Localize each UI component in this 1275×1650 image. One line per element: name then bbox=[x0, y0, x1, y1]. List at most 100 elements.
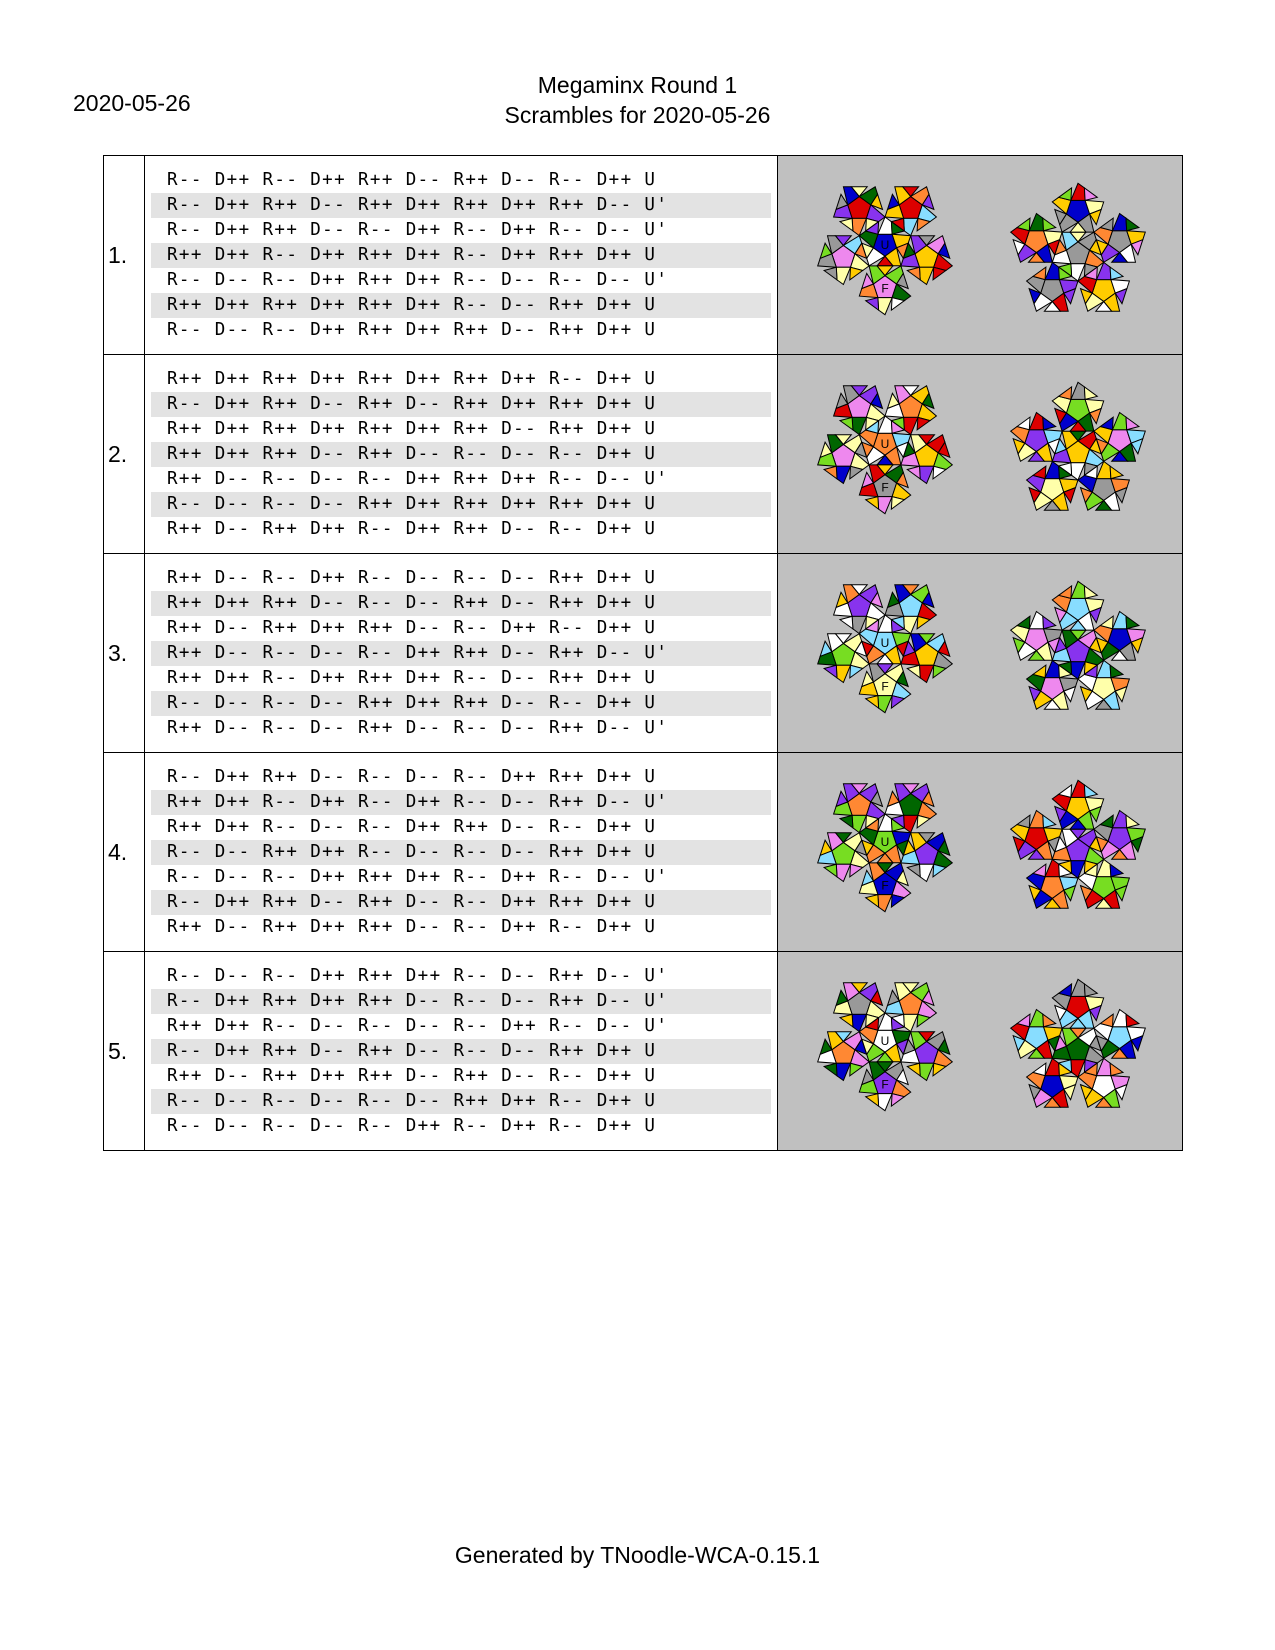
edge-sticker bbox=[1069, 1017, 1087, 1029]
scramble-line: R-- D++ R++ D-- R-- D++ R-- D++ R-- D-- … bbox=[167, 219, 669, 240]
scramble-line: R-- D++ R-- D++ R++ D-- R++ D-- R-- D++ … bbox=[167, 169, 657, 190]
edge-sticker bbox=[937, 1038, 951, 1056]
edge-sticker bbox=[1099, 416, 1114, 431]
edge-sticker bbox=[916, 416, 932, 431]
edge-sticker bbox=[1125, 1013, 1141, 1028]
edge-sticker bbox=[902, 1038, 916, 1056]
edge-sticker bbox=[1043, 300, 1062, 312]
footer-generator: Generated by TNoodle-WCA-0.15.1 bbox=[454, 1542, 821, 1568]
edge-sticker bbox=[822, 1062, 838, 1077]
edge-sticker bbox=[906, 664, 921, 679]
edge-sticker bbox=[1057, 982, 1073, 998]
edge-sticker bbox=[876, 1061, 894, 1073]
edge-sticker bbox=[1110, 450, 1129, 462]
edge-sticker bbox=[835, 392, 849, 410]
edge-sticker bbox=[854, 839, 868, 857]
edge-sticker bbox=[1110, 1047, 1129, 1059]
megaminx-net: UF bbox=[817, 182, 1146, 316]
edge-sticker bbox=[906, 465, 921, 480]
edge-sticker bbox=[1099, 615, 1114, 630]
scramble-line: R-- D-- R-- D-- R-- D-- R++ D++ R-- D++ … bbox=[151, 1088, 771, 1114]
edge-sticker bbox=[838, 615, 854, 630]
edge-sticker bbox=[1012, 238, 1026, 256]
page-title: Megaminx Round 1 Scrambles for 2020-05-2… bbox=[0, 70, 1275, 130]
edge-sticker bbox=[1063, 1083, 1077, 1101]
scramble-row: 5. R-- D-- R-- D++ R++ D++ R-- D-- R++ D-… bbox=[103, 951, 1183, 1151]
edge-sticker bbox=[906, 1062, 921, 1077]
header-date: 2020-05-26 bbox=[73, 90, 191, 116]
edge-sticker bbox=[1083, 982, 1099, 998]
edge-sticker bbox=[1095, 238, 1109, 256]
corner-sticker bbox=[877, 894, 893, 913]
edge-sticker bbox=[864, 1092, 880, 1108]
edge-sticker bbox=[902, 441, 916, 459]
edge-sticker bbox=[835, 193, 849, 211]
edge-sticker bbox=[1058, 266, 1073, 281]
scramble-number: 2. bbox=[103, 354, 145, 554]
edge-sticker bbox=[1114, 1083, 1128, 1101]
edge-sticker bbox=[1069, 221, 1087, 233]
edge-sticker bbox=[1099, 1013, 1114, 1028]
megaminx-net: UF bbox=[817, 381, 1146, 515]
corner-sticker bbox=[1070, 978, 1086, 997]
scramble-moves: R++ D++ R++ D++ R++ D++ R++ D++ R-- D++ … bbox=[144, 354, 778, 554]
edge-sticker bbox=[838, 416, 854, 431]
edge-sticker bbox=[822, 266, 838, 281]
edge-sticker bbox=[901, 385, 920, 397]
edge-sticker bbox=[906, 863, 921, 878]
corner-sticker bbox=[903, 217, 919, 237]
corner-sticker bbox=[1111, 1008, 1128, 1028]
edge-sticker bbox=[1125, 217, 1141, 232]
edge-sticker bbox=[870, 790, 884, 808]
edge-sticker bbox=[1027, 450, 1046, 462]
edge-sticker bbox=[1063, 486, 1077, 504]
corner-sticker bbox=[1070, 580, 1086, 599]
edge-sticker bbox=[1047, 1034, 1061, 1052]
corner-sticker bbox=[877, 496, 893, 515]
face-label-u: U bbox=[881, 437, 890, 451]
edge-sticker bbox=[1114, 685, 1128, 703]
edge-sticker bbox=[1028, 884, 1042, 902]
corner-sticker bbox=[835, 1062, 852, 1082]
edge-sticker bbox=[1125, 814, 1141, 829]
edge-sticker bbox=[1047, 835, 1061, 853]
edge-sticker bbox=[834, 235, 853, 247]
edge-sticker bbox=[1063, 287, 1077, 305]
scramble-line: R-- D-- R-- D-- R-- D++ R-- D++ R-- D++ … bbox=[167, 1115, 657, 1136]
edge-sticker bbox=[916, 1013, 932, 1028]
edge-sticker bbox=[937, 839, 951, 857]
edge-sticker bbox=[1083, 664, 1098, 679]
corner-sticker bbox=[903, 416, 919, 436]
edge-sticker bbox=[1110, 848, 1129, 860]
edge-sticker bbox=[1031, 465, 1047, 480]
edge-sticker bbox=[1079, 287, 1093, 305]
scramble-line: R++ D-- R++ D++ R++ D-- R++ D-- R-- D++ … bbox=[167, 1065, 657, 1086]
scramble-line: R++ D++ R-- D++ R-- D++ R-- D-- R++ D-- … bbox=[151, 789, 771, 815]
edge-sticker bbox=[1053, 407, 1068, 425]
corner-sticker bbox=[918, 664, 935, 684]
face-label-f: F bbox=[881, 879, 888, 893]
edge-sticker bbox=[921, 989, 935, 1007]
edge-sticker bbox=[886, 591, 900, 609]
corner-sticker bbox=[1028, 1008, 1045, 1028]
edge-sticker bbox=[864, 694, 880, 710]
edge-sticker bbox=[1130, 636, 1144, 654]
corner-sticker bbox=[835, 266, 852, 286]
scramble-row: 2. R++ D++ R++ D++ R++ D++ R++ D++ R-- D+… bbox=[103, 354, 1183, 554]
edge-sticker bbox=[1079, 685, 1093, 703]
scramble-line: R-- D++ R++ D-- R++ D-- R-- D++ R++ D++ … bbox=[151, 889, 771, 915]
edge-sticker bbox=[1114, 287, 1128, 305]
edge-sticker bbox=[932, 465, 948, 480]
edge-sticker bbox=[876, 464, 894, 476]
edge-sticker bbox=[886, 790, 900, 808]
edge-sticker bbox=[854, 441, 868, 459]
edge-sticker bbox=[1094, 300, 1113, 312]
edge-sticker bbox=[865, 217, 880, 232]
corner-sticker bbox=[1028, 610, 1045, 630]
edge-sticker bbox=[1053, 1004, 1068, 1022]
scramble-line: R++ D++ R-- D++ R++ D++ R-- D++ R++ D++ … bbox=[151, 242, 771, 268]
edge-sticker bbox=[1094, 897, 1113, 909]
edge-sticker bbox=[834, 832, 853, 844]
edge-sticker bbox=[895, 670, 910, 688]
